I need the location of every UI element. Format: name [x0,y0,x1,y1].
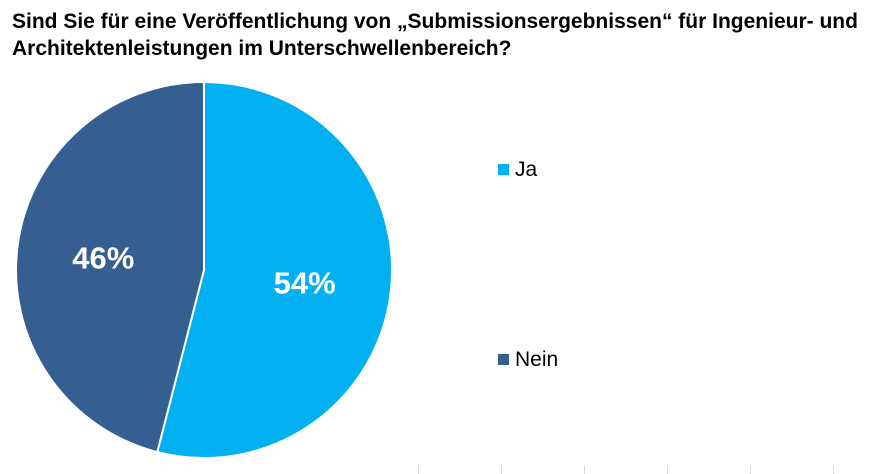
pie-slice-ja [156,80,394,459]
legend-label-ja: Ja [515,158,538,181]
tick-mark [501,466,502,474]
tick-mark [584,466,585,474]
data-label-nein: 46% [72,240,134,275]
legend-item-nein: Nein [498,348,558,372]
tick-mark [418,466,419,474]
tick-mark [833,466,834,474]
chart-title: Sind Sie für eine Veröffentlichung von „… [12,10,858,60]
tick-mark [750,466,751,474]
data-label-ja: 54% [274,266,336,301]
legend-swatch-ja [498,163,509,175]
pie-slice-nein [15,80,205,454]
legend-label-nein: Nein [515,348,559,371]
tick-mark [667,466,668,474]
legend-item-ja: Ja [498,158,537,182]
legend-swatch-nein [498,353,509,365]
